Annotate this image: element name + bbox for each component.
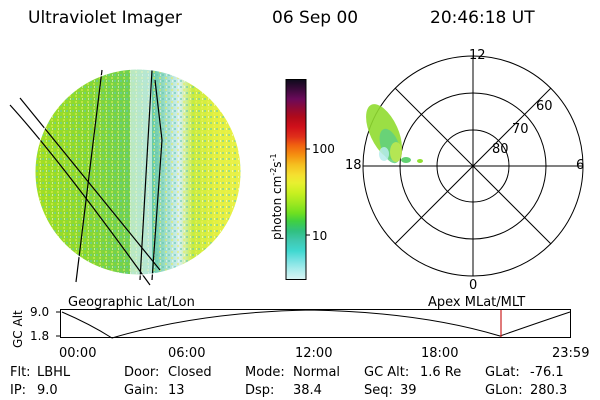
door-label: Door: (124, 365, 160, 380)
time-tick-0000: 00:00 (59, 346, 97, 361)
lat-label-60: 60 (536, 99, 553, 114)
mlt-label-18: 18 (345, 158, 362, 173)
glon-label: GLon: (485, 383, 523, 398)
mode-value: Normal (293, 365, 341, 380)
ip-value: 9.0 (37, 383, 58, 398)
door-value: Closed (168, 365, 212, 380)
gc-alt-value: 1.6 Re (420, 365, 462, 380)
geographic-grid (9, 69, 163, 286)
gain-value: 13 (168, 383, 185, 398)
mlt-label-6: 6 (576, 158, 585, 173)
earth-disc (35, 69, 241, 275)
glat-label: GLat: (485, 365, 520, 380)
lat-label-70: 70 (512, 122, 529, 137)
instrument-title: Ultraviolet Imager (28, 8, 182, 28)
seq-label: Seq: (364, 383, 393, 398)
mlt-label-12: 12 (469, 48, 486, 63)
gc-alt-label: GC Alt: (364, 365, 410, 380)
mlt-label-0: 0 (469, 278, 478, 293)
time-tick-1200: 12:00 (295, 346, 333, 361)
dsp-label: Dsp: (245, 383, 275, 398)
apex-caption: Apex MLat/MLT (428, 295, 526, 310)
mode-label: Mode: (245, 365, 285, 380)
ip-label: IP: (10, 383, 27, 398)
colorbar-tick-100: 100 (312, 142, 335, 156)
filter-value: LBHL (37, 365, 71, 380)
colorbar-frame (285, 79, 310, 280)
altitude-ytick-1-8: 1.8 (30, 329, 50, 343)
observation-time: 20:46:18 UT (430, 8, 535, 28)
time-tick-0600: 06:00 (168, 346, 206, 361)
disc-limb (34, 68, 242, 276)
altitude-ylabel: GC Alt (11, 310, 25, 348)
seq-value: 39 (400, 383, 417, 398)
time-tick-2359: 23:59 (552, 346, 590, 361)
auroral-emission (366, 104, 423, 164)
geographic-image (9, 68, 242, 286)
intensity-colorbar (286, 79, 306, 279)
altitude-curve (61, 309, 571, 339)
lat-label-80: 80 (492, 142, 509, 157)
observation-date: 06 Sep 00 (272, 8, 359, 28)
altitude-ytick-9: 9.0 (30, 305, 50, 319)
filter-label: Flt: (10, 365, 31, 380)
apex-polar-plot (362, 55, 584, 277)
colorbar-tick-10: 10 (312, 229, 328, 243)
time-tick-1800: 18:00 (421, 346, 459, 361)
dsp-value: 38.4 (293, 383, 322, 398)
altitude-track-plot (56, 309, 571, 339)
glon-value: 280.3 (530, 383, 568, 398)
gain-label: Gain: (124, 383, 159, 398)
colorbar-unit-label: photon cm-2s-1 (269, 153, 284, 240)
geographic-caption: Geographic Lat/Lon (68, 295, 195, 310)
glat-value: -76.1 (530, 365, 564, 380)
polar-grid (362, 55, 584, 277)
